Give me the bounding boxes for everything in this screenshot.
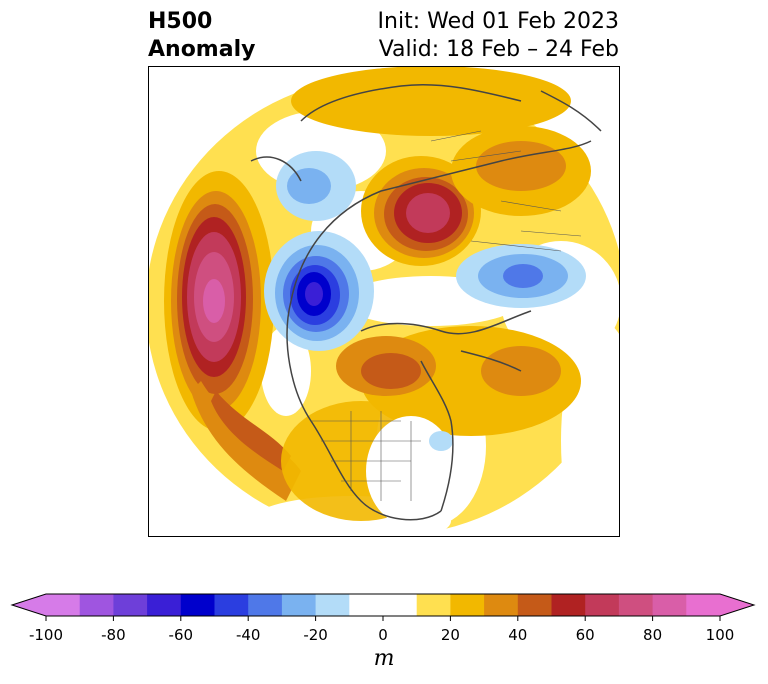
colorbar-segment bbox=[618, 594, 654, 616]
north-america-ridge-40 bbox=[361, 353, 421, 389]
colorbar-segment bbox=[180, 594, 215, 616]
colorbar-tick-label: -40 bbox=[235, 626, 261, 644]
east-siberia-trough-20 bbox=[287, 168, 331, 204]
colorbar-segment bbox=[147, 594, 182, 616]
colorbar-extend-high bbox=[720, 594, 754, 616]
colorbar-unit: m bbox=[373, 646, 395, 671]
title-field-type: Anomaly bbox=[148, 37, 256, 62]
colorbar-segment bbox=[450, 594, 485, 616]
colorbar-tick-label: 100 bbox=[705, 626, 735, 644]
anomaly-map-canvas bbox=[149, 67, 619, 536]
colorbar-tick-label: 20 bbox=[440, 626, 460, 644]
colorbar-tick-label: 60 bbox=[575, 626, 595, 644]
colorbar-segment bbox=[686, 594, 721, 616]
title-field-name: H500 bbox=[148, 9, 213, 34]
colorbar-tick-label: 40 bbox=[508, 626, 528, 644]
eurasia-trough-30 bbox=[503, 264, 543, 288]
colorbar-segment bbox=[248, 594, 283, 616]
colorbar-tick-label: 0 bbox=[378, 626, 388, 644]
arctic-ridge-60 bbox=[406, 193, 450, 233]
colorbar-tick-label: -80 bbox=[101, 626, 126, 644]
date-title: Init: Wed 01 Feb 2023 Valid: 18 Feb – 24… bbox=[378, 8, 619, 64]
colorbar-segment bbox=[46, 594, 81, 616]
pacific-ridge-80 bbox=[203, 279, 225, 323]
colorbar-segment bbox=[517, 594, 552, 616]
colorbar-segment bbox=[551, 594, 586, 616]
colorbar-segment bbox=[349, 594, 418, 616]
colorbar-segment bbox=[315, 594, 350, 616]
colorbar-segment bbox=[585, 594, 620, 616]
colorbar-tick-label: -60 bbox=[168, 626, 194, 644]
colorbar-segment bbox=[79, 594, 114, 616]
colorbar-extend-low bbox=[12, 594, 46, 616]
coastlines bbox=[250, 83, 602, 521]
colorbar-segment bbox=[416, 594, 451, 616]
field-title: H500 Anomaly bbox=[148, 8, 255, 64]
anomaly-map bbox=[148, 66, 620, 537]
pacific-ridge-tail bbox=[211, 391, 291, 471]
siberia-ridge bbox=[476, 141, 566, 191]
colorbar-segment bbox=[484, 594, 519, 616]
colorbar-tick-label: -100 bbox=[28, 626, 64, 644]
colorbar-segment bbox=[214, 594, 249, 616]
colorbar-segment bbox=[281, 594, 317, 616]
borders bbox=[311, 130, 582, 501]
colorbar-tick-label: -20 bbox=[303, 626, 328, 644]
alaska-trough-60 bbox=[305, 282, 323, 306]
valid-range: Valid: 18 Feb – 24 Feb bbox=[378, 37, 619, 62]
east-us-trough bbox=[429, 431, 453, 451]
init-date: Init: Wed 01 Feb 2023 bbox=[377, 9, 619, 34]
colorbar bbox=[10, 593, 756, 621]
colorbar-segment bbox=[113, 594, 148, 616]
colorbar-segment bbox=[652, 594, 687, 616]
colorbar-tick-label: 80 bbox=[643, 626, 663, 644]
northern-ridge bbox=[291, 67, 571, 136]
neutral-region bbox=[261, 326, 311, 416]
